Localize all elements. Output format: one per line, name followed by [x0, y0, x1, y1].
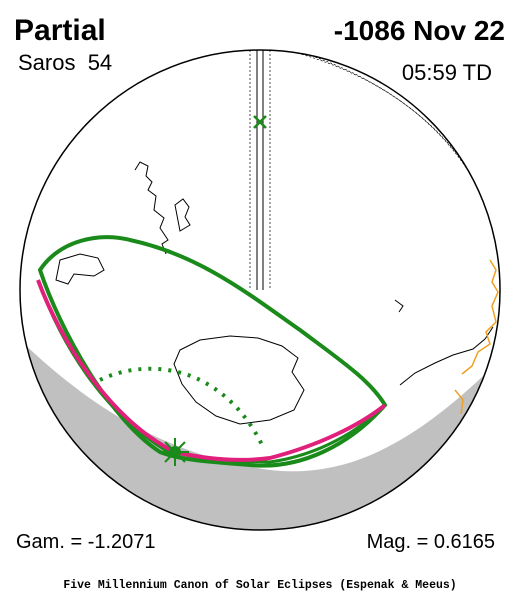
time: 05:59 TD [402, 60, 492, 85]
coastlines [55, 161, 494, 425]
meridian [256, 50, 264, 290]
magnitude: Mag. = 0.6165 [367, 531, 495, 553]
saros: Saros 54 [18, 50, 112, 75]
globe [19, 49, 501, 531]
night-region [20, 330, 500, 530]
date: -1086 Nov 22 [334, 15, 505, 46]
sun-marker [161, 438, 189, 466]
gamma: Gam. = -1.2071 [16, 531, 156, 553]
credit: Five Millennium Canon of Solar Eclipses … [63, 579, 456, 592]
title: Partial [14, 14, 106, 47]
coastlines-alt [454, 259, 499, 415]
eclipse-paths [36, 235, 388, 468]
greatest-eclipse-marker [253, 115, 267, 129]
